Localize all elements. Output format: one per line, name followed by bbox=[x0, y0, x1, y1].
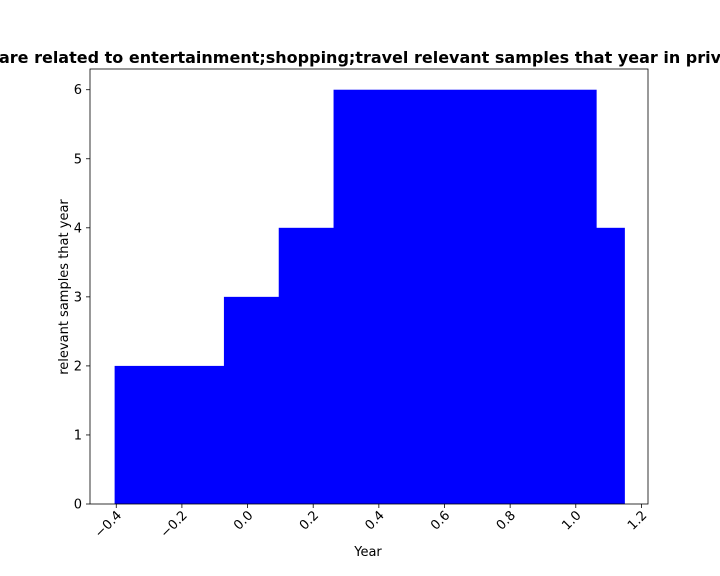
x-axis-label: Year bbox=[353, 545, 382, 560]
y-axis-label: relevant samples that year bbox=[57, 199, 72, 375]
x-tick-label: 0.6 bbox=[428, 508, 453, 533]
y-tick-label: 1 bbox=[74, 428, 82, 443]
x-tick-label: 0.0 bbox=[231, 508, 256, 533]
bar-0 bbox=[114, 365, 225, 504]
x-tick-label: 0.4 bbox=[362, 508, 387, 533]
y-tick-label: 4 bbox=[74, 221, 82, 236]
bar-4 bbox=[596, 227, 625, 505]
x-tick-label: 0.2 bbox=[297, 508, 322, 533]
bar-1 bbox=[223, 296, 280, 504]
x-tick-label: 0.8 bbox=[494, 508, 519, 533]
x-tick-label: 1.0 bbox=[559, 508, 584, 533]
y-tick-label: 5 bbox=[74, 152, 82, 167]
y-tick-label: 0 bbox=[74, 498, 82, 513]
plot-area-frame bbox=[89, 68, 649, 505]
bars-layer bbox=[114, 89, 625, 505]
x-axis-ticks: −0.4 −0.2 0.0 0.2 0.4 0.6 0.8 1.0 1.2 bbox=[92, 504, 650, 541]
y-axis-ticks: 0 1 2 3 4 5 6 bbox=[74, 83, 90, 513]
bar-3 bbox=[333, 89, 597, 504]
x-tick-label: −0.2 bbox=[158, 508, 191, 541]
x-tick-label: 1.2 bbox=[625, 508, 650, 533]
y-tick-label: 6 bbox=[74, 83, 82, 98]
chart-title: are related to entertainment;shopping;tr… bbox=[0, 48, 720, 67]
y-tick-label: 3 bbox=[74, 290, 82, 305]
x-tick-label: −0.4 bbox=[92, 508, 125, 541]
y-tick-label: 2 bbox=[74, 359, 82, 374]
bar-2 bbox=[278, 227, 335, 505]
